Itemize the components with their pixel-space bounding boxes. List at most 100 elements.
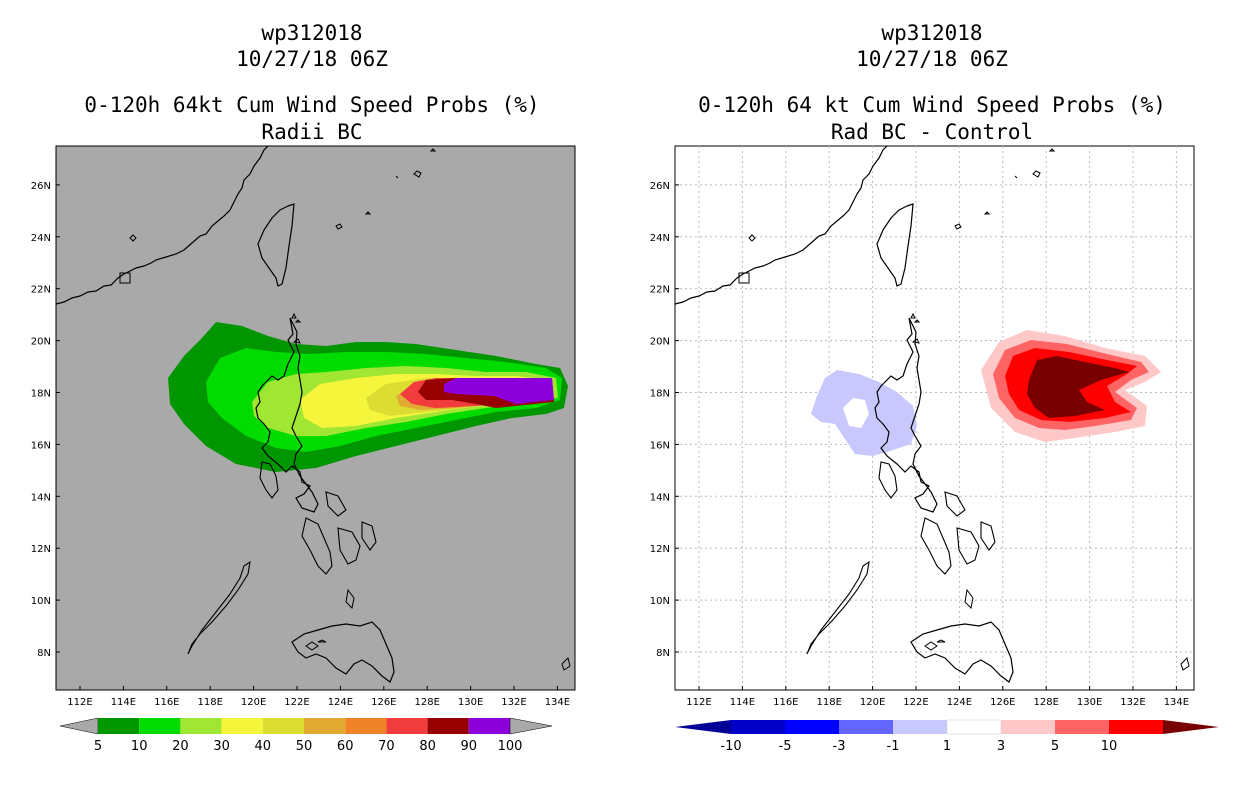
left-lat-label: 24N [31, 233, 51, 244]
left-colorbar-swatch [98, 718, 140, 734]
left-lat-axis: 8N 10N 12N 14N 16N 18N 20N 22N 24N 26N [31, 181, 60, 659]
right-lon-axis: 112E 114E 116E 118E 120E 122E 124E 126E 128E 130E… [686, 686, 1189, 708]
left-colorbar-swatch [262, 718, 304, 734]
right-storm-id: wp312018 [881, 21, 983, 45]
left-probability-contours [55, 145, 571, 683]
left-lon-label: 122E [284, 697, 309, 708]
left-colorbar-swatch [221, 718, 263, 734]
left-lon-axis: 112E 114E 116E 118E 120E 122E 124E 126E 128E 130E… [67, 686, 570, 708]
left-colorbar-swatch [345, 718, 387, 734]
left-lat-label: 12N [31, 544, 51, 555]
left-colorbar-label: 40 [255, 739, 272, 754]
left-colorbar-label: 20 [172, 739, 189, 754]
right-colorbar-swatch [839, 720, 893, 734]
right-difference-contours [674, 145, 1190, 683]
left-lat-label: 20N [31, 337, 51, 348]
left-colorbar-high-arrow [509, 717, 553, 735]
left-datetime: 10/27/18 06Z [236, 47, 388, 71]
left-lat-label: 8N [37, 648, 51, 659]
left-colorbar: 5 10 20 30 40 50 60 70 80 90 100 [59, 717, 553, 754]
right-lat-label: 14N [650, 492, 670, 503]
left-lon-label: 116E [154, 697, 179, 708]
left-colorbar-label: 80 [419, 739, 436, 754]
left-lon-label: 112E [67, 697, 92, 708]
left-lat-label: 14N [31, 492, 51, 503]
diff-band-10 [1027, 356, 1129, 418]
left-lat-label: 26N [31, 181, 51, 192]
right-colorbar-label: 5 [1051, 739, 1059, 754]
left-lat-label: 18N [31, 389, 51, 400]
left-colorbar-label: 100 [498, 739, 523, 754]
left-lon-label: 134E [545, 697, 570, 708]
left-lon-label: 124E [328, 697, 353, 708]
right-colorbar-swatch [731, 720, 785, 734]
right-lat-label: 10N [650, 596, 670, 607]
right-lon-label: 122E [903, 697, 928, 708]
right-lat-label: 8N [656, 648, 670, 659]
left-lon-label: 114E [111, 697, 136, 708]
left-colorbar-label: 30 [213, 739, 230, 754]
right-lat-label: 26N [650, 181, 670, 192]
right-colorbar-label: 10 [1101, 739, 1118, 754]
left-colorbar-swatch [386, 718, 428, 734]
right-title: 0-120h 64 kt Cum Wind Speed Probs (%) [698, 93, 1166, 117]
right-colorbar-label: -10 [720, 739, 741, 754]
left-lat-label: 16N [31, 440, 51, 451]
left-colorbar-label: 10 [131, 739, 148, 754]
left-colorbar-swatch [180, 718, 222, 734]
right-lon-label: 132E [1120, 697, 1145, 708]
right-colorbar-swatch [1109, 720, 1163, 734]
right-lat-label: 22N [650, 285, 670, 296]
left-colorbar-label: 60 [337, 739, 354, 754]
left-lat-label: 22N [31, 285, 51, 296]
left-lon-label: 128E [414, 697, 439, 708]
right-colorbar-label: 3 [997, 739, 1005, 754]
right-lat-label: 24N [650, 233, 670, 244]
right-lon-label: 112E [686, 697, 711, 708]
left-colorbar-low-arrow [59, 717, 99, 735]
right-lon-label: 116E [773, 697, 798, 708]
right-colorbar-label: -5 [779, 739, 792, 754]
right-subtitle: Rad BC - Control [830, 120, 1034, 144]
right-lon-label: 130E [1077, 697, 1102, 708]
left-lon-label: 118E [197, 697, 222, 708]
right-colorbar-swatch [1001, 720, 1055, 734]
right-datetime: 10/27/18 06Z [856, 47, 1008, 71]
right-lon-label: 124E [947, 697, 972, 708]
left-title: 0-120h 64kt Cum Wind Speed Probs (%) [84, 93, 540, 117]
left-lon-label: 130E [458, 697, 483, 708]
left-colorbar-swatch [139, 718, 181, 734]
left-colorbar-swatch [468, 718, 510, 734]
right-colorbar: -10 -5 -3 -1 1 3 5 10 [675, 719, 1219, 754]
right-lon-label: 114E [730, 697, 755, 708]
right-colorbar-swatch [946, 719, 1002, 735]
left-storm-id: wp312018 [261, 21, 363, 45]
right-colorbar-label: -3 [833, 739, 846, 754]
right-lat-label: 16N [650, 440, 670, 451]
right-colorbar-label: 1 [943, 739, 951, 754]
left-lon-label: 126E [371, 697, 396, 708]
left-colorbar-label: 70 [378, 739, 395, 754]
right-colorbar-low-arrow [675, 720, 731, 734]
left-subtitle: Radii BC [261, 120, 363, 144]
diff-band-neg-hole [843, 398, 869, 428]
right-gridlines [675, 146, 1194, 690]
right-colorbar-swatch [785, 720, 839, 734]
left-colorbar-label: 5 [94, 739, 102, 754]
right-lat-label: 12N [650, 544, 670, 555]
right-colorbar-swatch [1055, 720, 1109, 734]
right-lat-label: 20N [650, 337, 670, 348]
right-lon-label: 128E [1033, 697, 1058, 708]
right-lat-label: 18N [650, 389, 670, 400]
left-colorbar-swatch [427, 718, 469, 734]
left-lon-label: 120E [241, 697, 266, 708]
right-lon-label: 134E [1164, 697, 1189, 708]
right-colorbar-swatch [893, 720, 947, 734]
left-colorbar-label: 50 [296, 739, 313, 754]
left-lat-label: 10N [31, 596, 51, 607]
right-lat-axis: 8N 10N 12N 14N 16N 18N 20N 22N 24N 26N [650, 181, 679, 659]
left-colorbar-swatch [304, 718, 346, 734]
left-colorbar-label: 90 [461, 739, 478, 754]
